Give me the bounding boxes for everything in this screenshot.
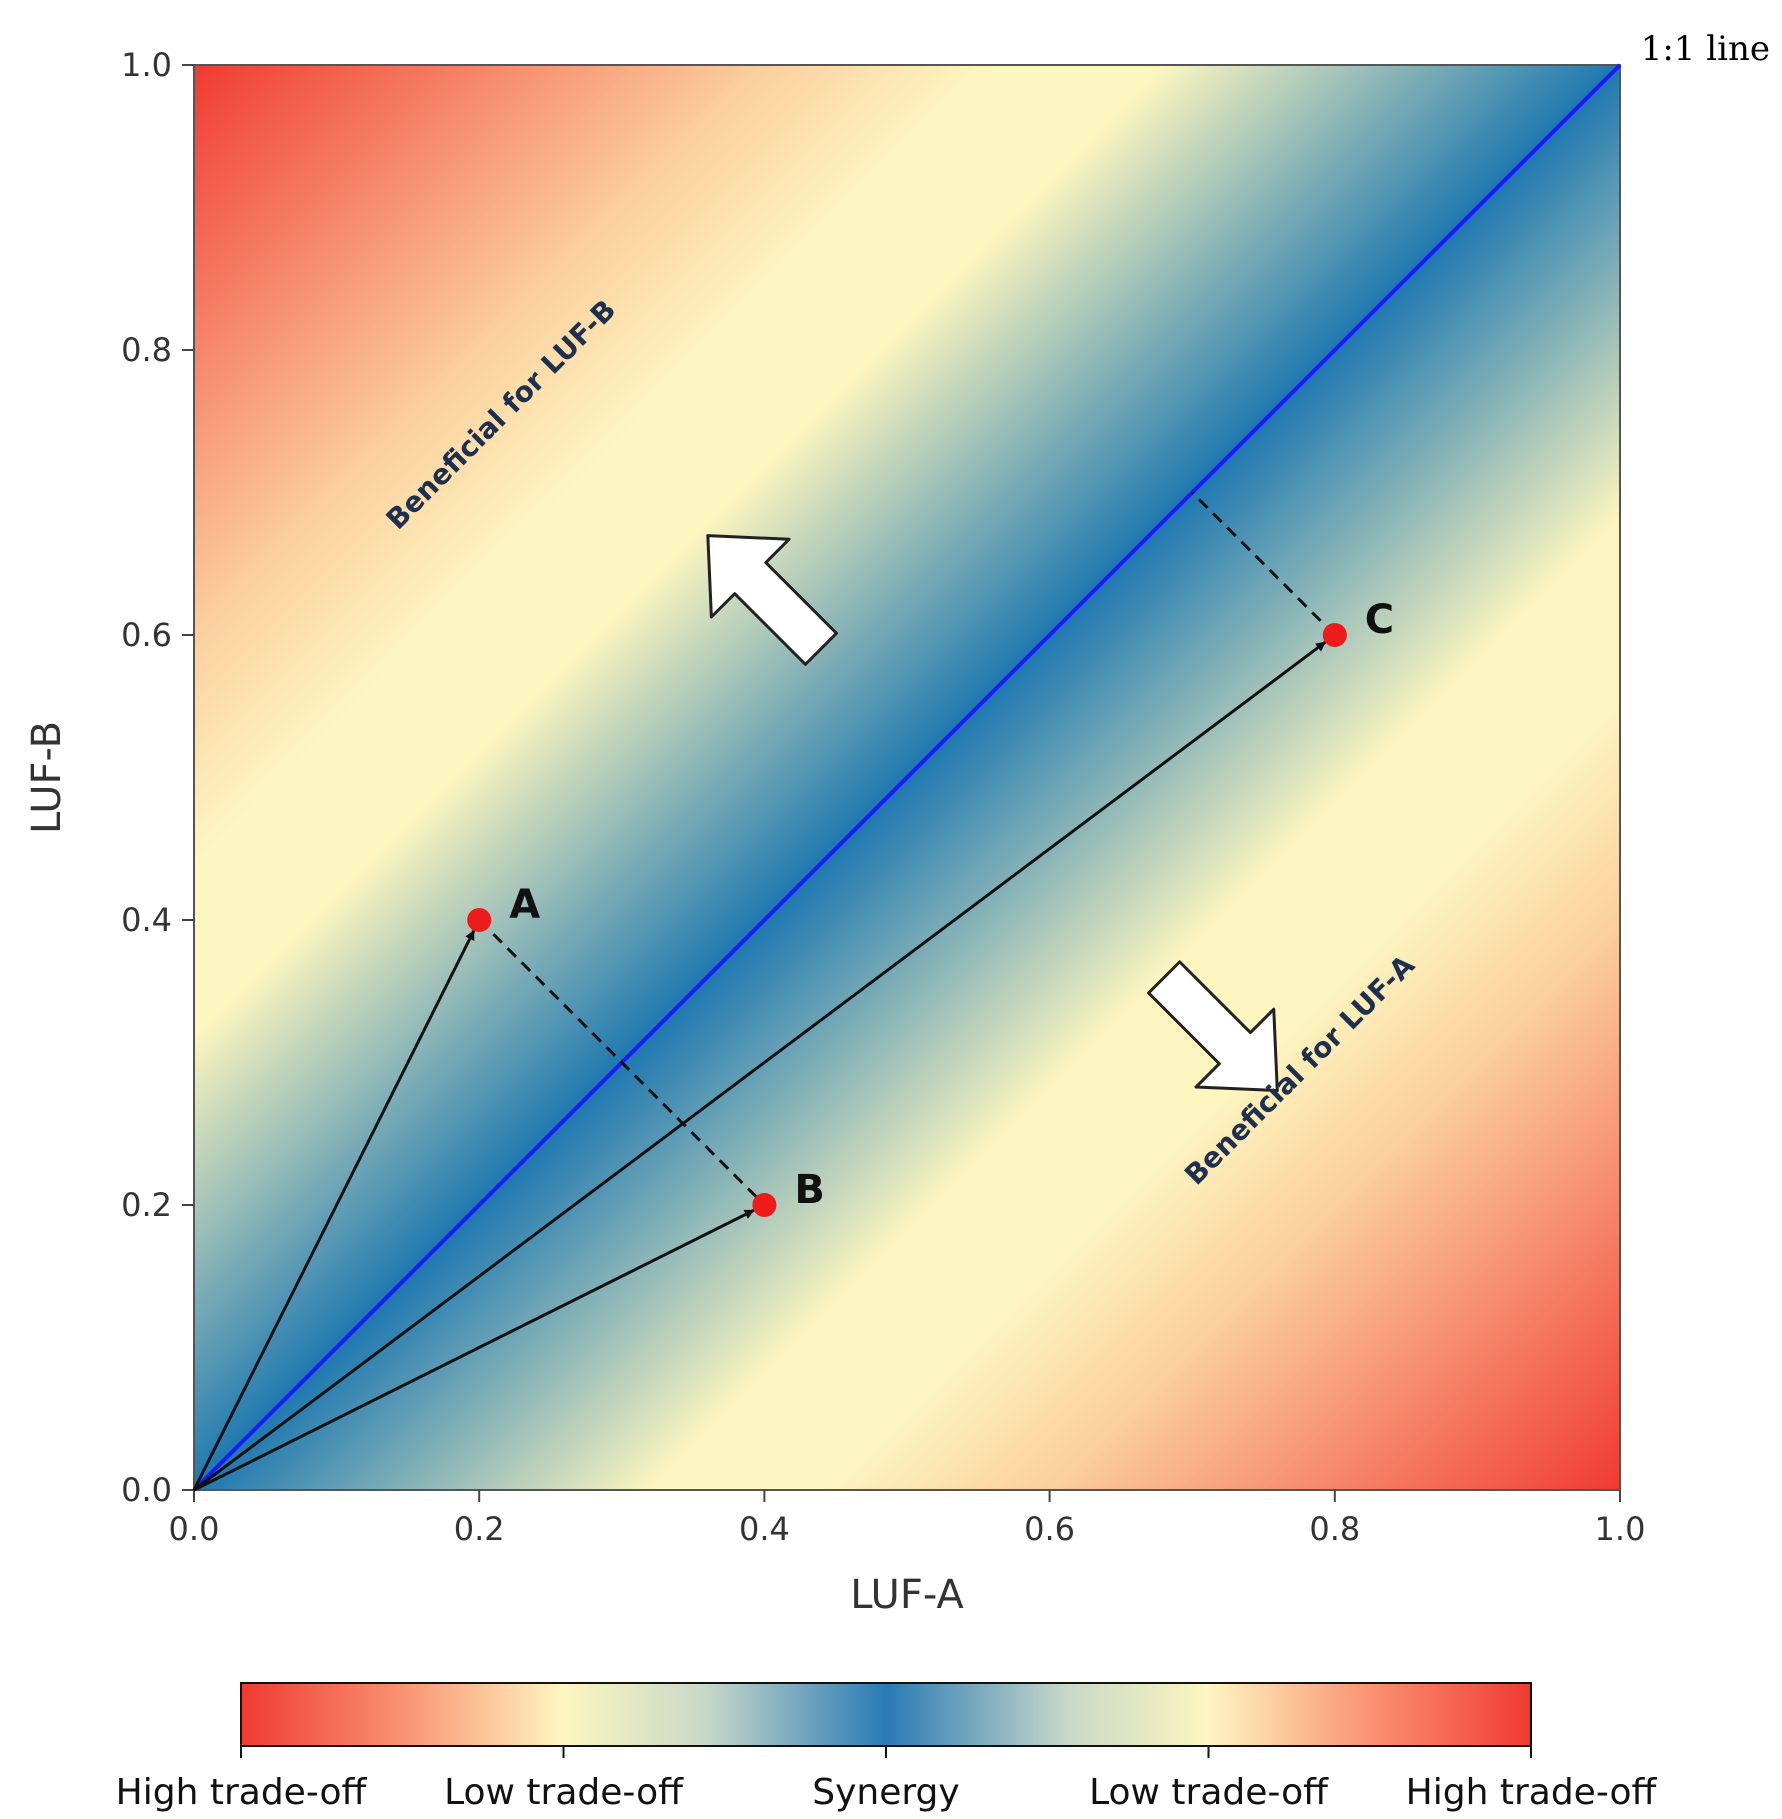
point-b — [752, 1193, 777, 1217]
x-tick-label: 1.0 — [1595, 1510, 1646, 1548]
colorbar-tick-label: High trade-off — [116, 1772, 368, 1813]
colorbar-ticks: High trade-off Low trade-off Synergy Low tr… — [116, 1746, 1658, 1813]
colorbar — [240, 1682, 1532, 1747]
x-tick-label: 0.2 — [454, 1510, 505, 1548]
arrow-to-point-b — [193, 1209, 755, 1492]
x-axis-ticks: 0.0 0.2 0.4 0.6 0.8 1.0 — [169, 1490, 1646, 1548]
dashed-link — [1191, 491, 1336, 637]
arrow-to-point-a — [192, 929, 476, 1491]
y-tick-label: 0.6 — [121, 616, 172, 654]
data-points: A B C — [467, 597, 1394, 1217]
point-label-a: A — [509, 882, 540, 928]
point-label-b: B — [794, 1167, 825, 1213]
colorbar-tick-label: Synergy — [812, 1772, 959, 1813]
y-tick-label: 0.2 — [121, 1186, 172, 1224]
beneficial-b-direction-arrow — [706, 534, 839, 666]
x-axis-title: LUF-A — [850, 1572, 964, 1618]
x-tick-label: 0.4 — [739, 1510, 790, 1548]
dashed-links — [478, 491, 1336, 1207]
one-to-one-line — [192, 63, 1622, 1492]
y-tick-label: 0.8 — [121, 331, 172, 369]
dashed-link — [478, 918, 766, 1207]
colorbar-tick-label: Low trade-off — [444, 1772, 684, 1813]
y-axis-ticks: 0.0 0.2 0.4 0.6 0.8 1.0 — [121, 46, 194, 1509]
beneficial-a-direction-arrow — [1147, 960, 1279, 1093]
x-tick-label: 0.6 — [1024, 1510, 1075, 1548]
colorbar-tick-label: Low trade-off — [1089, 1772, 1329, 1813]
y-axis-title: LUF-B — [24, 721, 70, 834]
colorbar-tick-label: High trade-off — [1406, 1772, 1658, 1813]
one-to-one-line-label: 1:1 line — [1641, 29, 1770, 69]
plot-frame — [193, 64, 1621, 1491]
arrow-to-point-c — [193, 640, 1327, 1492]
point-label-c: C — [1365, 597, 1394, 643]
x-tick-label: 0.8 — [1309, 1510, 1360, 1548]
origin-arrows — [192, 640, 1327, 1492]
y-tick-label: 0.0 — [121, 1471, 172, 1509]
y-tick-label: 1.0 — [121, 46, 172, 84]
point-c — [1322, 623, 1347, 647]
point-a — [467, 908, 492, 932]
x-tick-label: 0.0 — [169, 1510, 220, 1548]
y-tick-label: 0.4 — [121, 901, 172, 939]
